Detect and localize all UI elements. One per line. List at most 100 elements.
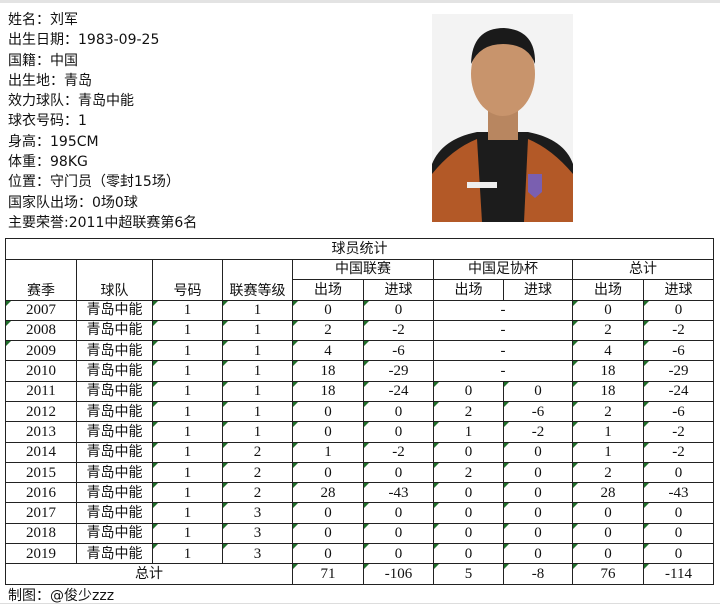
table-row: 2012 青岛中能 1 1 0 0 2 -6 2 -6 [5,400,714,423]
cell-number: 1 [152,461,223,484]
cell-league-apps: 18 [292,360,364,382]
cell-league-goals: -29 [363,360,434,382]
cell-total-goals: -6 [643,400,714,423]
cell-total-goals: -6 [643,340,714,362]
cell-team: 青岛中能 [76,360,153,382]
cell-number: 1 [152,522,223,545]
table-row: 2007 青岛中能 1 1 0 0-0 0 [5,299,714,321]
cell-total-apps: 0 [572,299,644,321]
cell-league-goals: 0 [363,461,434,484]
cell-league-apps: 4 [292,340,364,362]
cell-team: 青岛中能 [76,461,153,484]
cell-cup-goals: 0 [503,441,573,463]
cell-total-goals: 0 [643,522,714,545]
cell-total-goals: 0 [643,543,714,565]
cell-number: 1 [152,340,223,362]
cell-league-apps: 28 [292,482,364,504]
cell-league-apps: 0 [292,461,364,484]
cell-number: 1 [152,319,223,342]
cell-total-apps: 1 [572,421,644,443]
profile-line: 体重：98KG [8,154,88,171]
cell-season: 2015 [5,461,77,484]
cell-team: 青岛中能 [76,543,153,565]
cell-team: 青岛中能 [76,421,153,443]
cell-total-goals: -2 [643,441,714,463]
cell-team: 青岛中能 [76,340,153,362]
cell-team: 青岛中能 [76,502,153,524]
cell-league-apps: 18 [292,380,364,402]
table-title: 球员统计 [5,238,714,260]
total-label: 总计 [5,563,293,585]
cell-total-apps: 4 [572,340,644,362]
cell-total-apps: 2 [572,400,644,423]
header-total-apps: 出场 [572,279,644,301]
cell-number: 1 [152,502,223,524]
cell-cup-goals: 0 [503,482,573,504]
cell-season: 2017 [5,502,77,524]
cell-cup-goals: 0 [503,502,573,524]
cell-league-apps: 0 [292,522,364,545]
cell-level: 1 [222,360,293,382]
table-row: 2009 青岛中能 1 1 4 -6-4 -6 [5,340,714,362]
cell-number: 1 [152,441,223,463]
cell-league-apps: 0 [292,421,364,443]
cell-level: 1 [222,421,293,443]
cell-league-goals: -2 [363,319,434,342]
cell-total-goals: 0 [643,299,714,321]
cell-total-apps: 18 [572,360,644,382]
cell-league-goals: 0 [363,522,434,545]
grid-line [0,603,720,604]
header-league-apps: 出场 [292,279,364,301]
cell-team: 青岛中能 [76,299,153,321]
cell-team: 青岛中能 [76,441,153,463]
header-total: 总计 [572,258,714,280]
total-league-goals: -106 [363,563,434,585]
table-row: 2013 青岛中能 1 1 0 0 1 -2 1 -2 [5,421,714,443]
header-level: 联赛等级 [222,258,293,301]
cell-league-goals: 0 [363,299,434,321]
profile-line: 出生日期：1983-09-25 [8,32,160,49]
cell-level: 2 [222,441,293,463]
cell-team: 青岛中能 [76,380,153,402]
table-row: 2014 青岛中能 1 2 1 -2 0 0 1 -2 [5,441,714,463]
cell-team: 青岛中能 [76,400,153,423]
total-total-goals: -114 [643,563,714,585]
cell-league-apps: 1 [292,441,364,463]
cell-number: 1 [152,400,223,423]
cell-level: 3 [222,522,293,545]
cell-total-goals: 0 [643,502,714,524]
cell-level: 1 [222,380,293,402]
cell-total-apps: 0 [572,522,644,545]
cell-cup-goals: -2 [503,421,573,443]
profile-line: 位置：守门员（零封15场） [8,174,180,191]
table-row: 2016 青岛中能 1 2 28 -43 0 0 28 -43 [5,482,714,504]
profile-line: 主要荣誉:2011中超联赛第6名 [8,214,198,231]
header-number: 号码 [152,258,223,301]
table-row: 2019 青岛中能 1 3 0 0 0 0 0 0 [5,543,714,565]
cell-cup-apps: - [433,319,573,342]
total-cup-goals: -8 [503,563,573,585]
cell-number: 1 [152,482,223,504]
total-cup-apps: 5 [433,563,504,585]
cell-number: 1 [152,299,223,321]
cell-total-apps: 28 [572,482,644,504]
cell-league-goals: -43 [363,482,434,504]
header-league-goals: 进球 [363,279,434,301]
cell-league-goals: 0 [363,502,434,524]
profile-line: 球衣号码：1 [8,113,87,130]
header-total-goals: 进球 [643,279,714,301]
cell-cup-apps: - [433,299,573,321]
cell-league-goals: 0 [363,400,434,423]
cell-season: 2013 [5,421,77,443]
table-row: 2018 青岛中能 1 3 0 0 0 0 0 0 [5,522,714,545]
profile-line: 出生地：青岛 [8,72,92,89]
profile-line: 国家队出场：0场0球 [8,194,138,211]
cell-total-apps: 2 [572,319,644,342]
table-row: 2010 青岛中能 1 1 18 -29-18 -29 [5,360,714,382]
player-stats-table: 球员统计 赛季 球队 号码 联赛等级 中国联赛 中国足协杯 总计 出场 进球 出… [5,238,714,585]
header-season: 赛季 [5,258,77,301]
cell-league-goals: -6 [363,340,434,362]
total-total-apps: 76 [572,563,644,585]
table-row: 2011 青岛中能 1 1 18 -24 0 0 18 -24 [5,380,714,402]
cell-number: 1 [152,360,223,382]
